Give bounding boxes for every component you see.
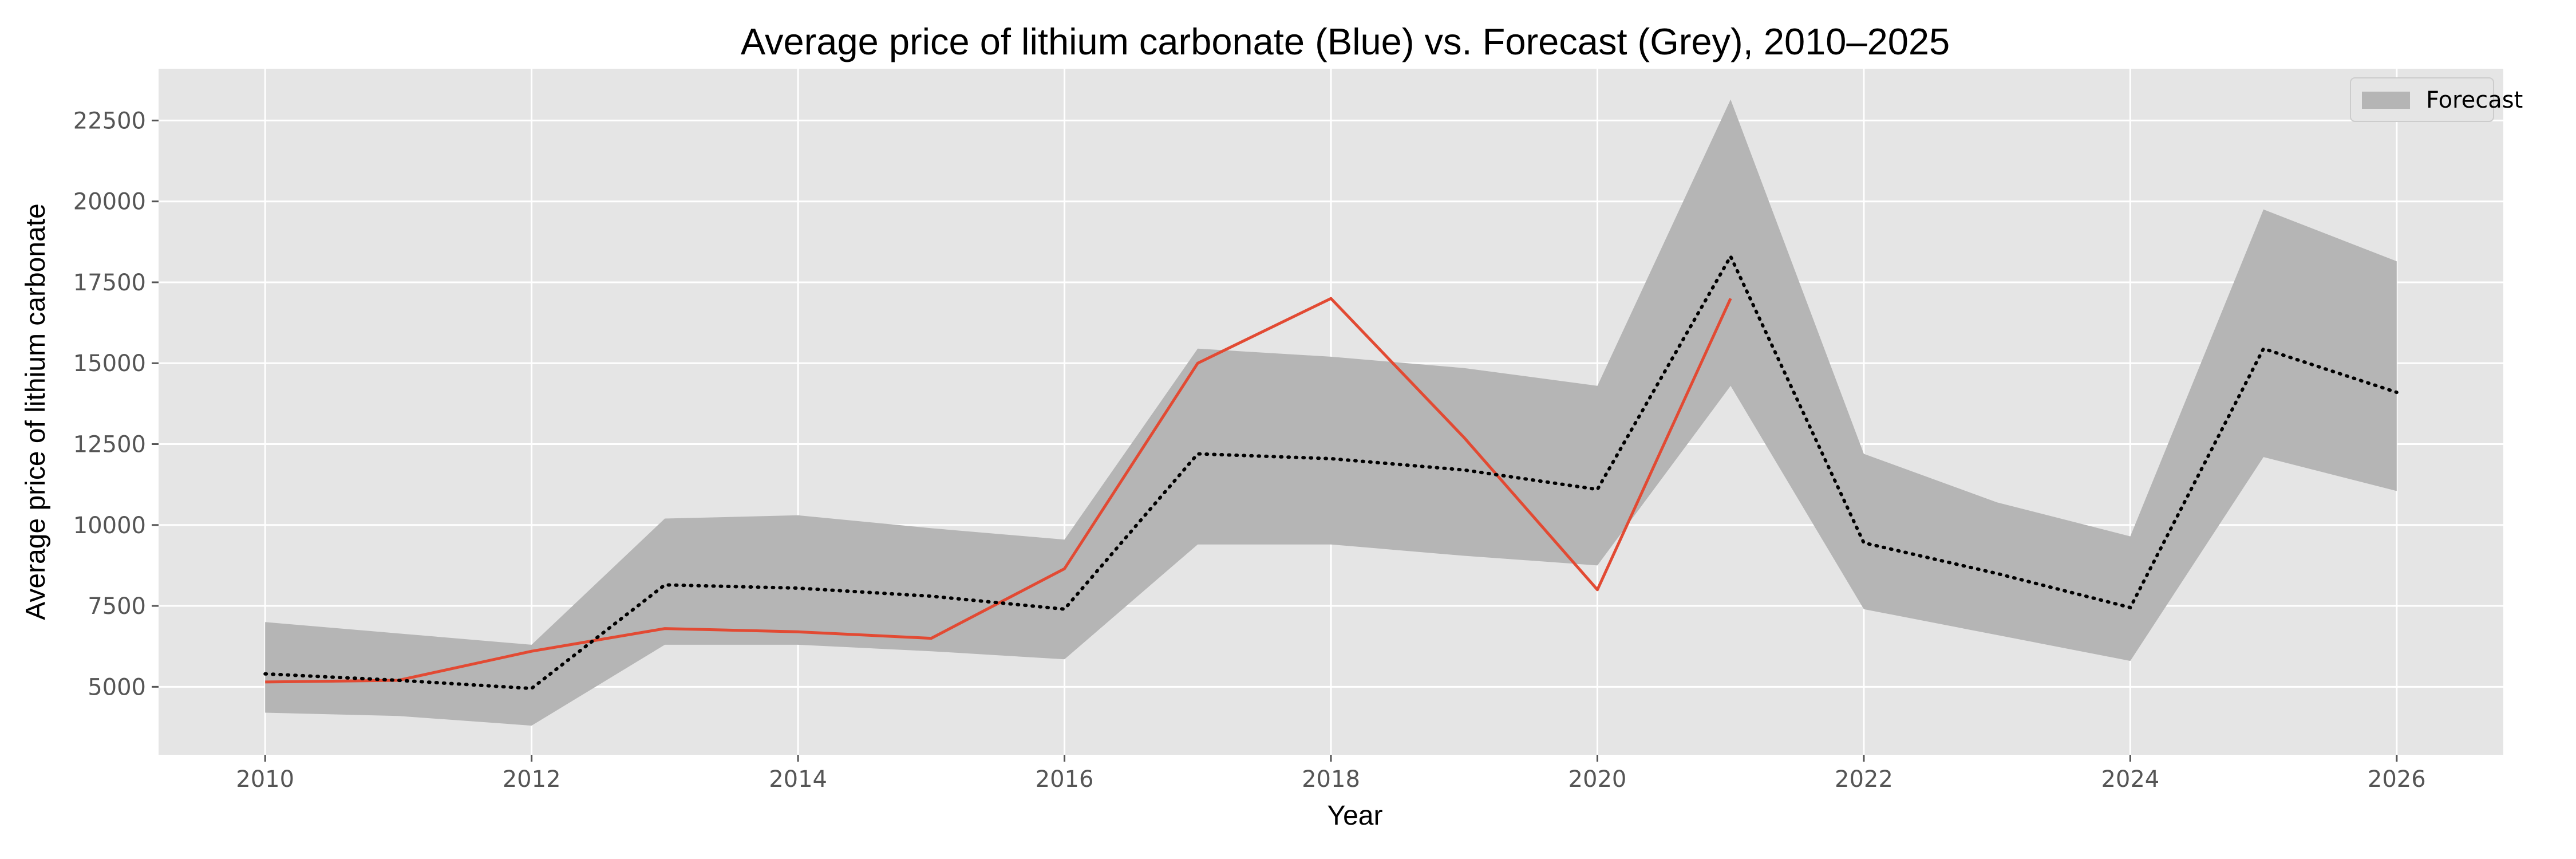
legend: Forecast — [2350, 77, 2523, 122]
y-axis-label: Average price of lithium carbonate — [21, 203, 51, 620]
y-tick-label: 12500 — [73, 432, 146, 458]
x-tick-label: 2020 — [1568, 766, 1627, 793]
x-axis-label: Year — [1327, 801, 1383, 831]
x-tick-label: 2024 — [2101, 766, 2159, 793]
y-tick-label: 15000 — [73, 350, 146, 377]
y-tick-label: 17500 — [73, 270, 146, 296]
legend-label-forecast: Forecast — [2426, 87, 2523, 113]
y-tick-label: 5000 — [88, 674, 146, 700]
y-tick-label: 10000 — [73, 513, 146, 539]
legend-swatch-forecast — [2362, 92, 2410, 109]
x-axis-ticks: 2010 2012 2014 2016 2018 2020 2022 2024 2026 — [236, 755, 2426, 793]
x-tick-label: 2014 — [769, 766, 827, 793]
x-tick-label: 2010 — [236, 766, 294, 793]
forecast-band — [265, 99, 2397, 726]
y-tick-label: 22500 — [73, 108, 146, 134]
forecast-series-line — [263, 253, 2399, 691]
x-tick-label: 2022 — [1835, 766, 1893, 793]
y-tick-label: 7500 — [88, 593, 146, 620]
x-tick-label: 2026 — [2368, 766, 2426, 793]
x-tick-label: 2018 — [1302, 766, 1360, 793]
actual-series-line — [265, 297, 1732, 684]
chart-title: Average price of lithium carbonate (Blue… — [741, 21, 1950, 62]
y-tick-label: 20000 — [73, 189, 146, 215]
x-tick-label: 2016 — [1036, 766, 1094, 793]
y-axis-ticks: 5000 7500 10000 12500 15000 17500 20000 22500 — [73, 108, 159, 700]
legend-frame — [2350, 77, 2494, 122]
x-tick-label: 2012 — [503, 766, 561, 793]
